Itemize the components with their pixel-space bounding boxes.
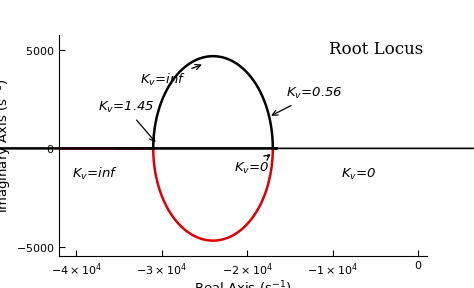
Text: Root Locus: Root Locus bbox=[328, 41, 423, 58]
Text: $K_v$=0.56: $K_v$=0.56 bbox=[272, 86, 342, 115]
Text: $K_v$=1.45: $K_v$=1.45 bbox=[98, 100, 155, 141]
Text: $K_v$=inf: $K_v$=inf bbox=[140, 65, 201, 88]
X-axis label: Real Axis (s$^{-1}$): Real Axis (s$^{-1}$) bbox=[194, 279, 292, 288]
Text: $K_v$=0: $K_v$=0 bbox=[341, 167, 376, 182]
Text: $K_v$=inf: $K_v$=inf bbox=[72, 166, 118, 182]
Y-axis label: Imaginary Axis (s$^{-1}$): Imaginary Axis (s$^{-1}$) bbox=[0, 78, 14, 213]
Text: $K_v$=0: $K_v$=0 bbox=[234, 155, 270, 176]
